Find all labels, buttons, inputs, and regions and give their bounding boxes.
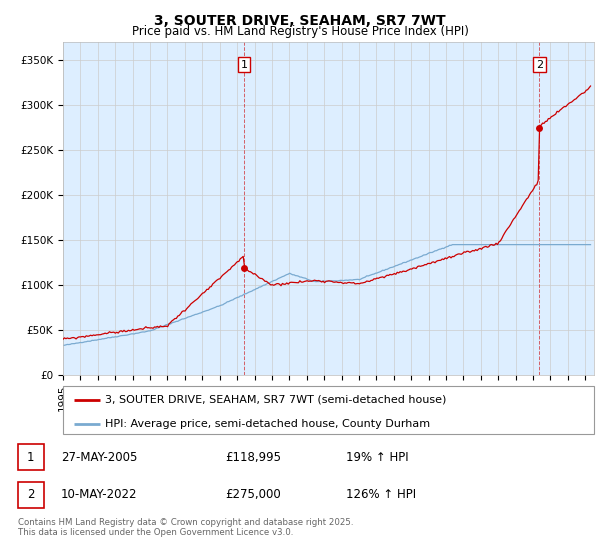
Text: £275,000: £275,000 bbox=[225, 488, 281, 501]
Text: Price paid vs. HM Land Registry's House Price Index (HPI): Price paid vs. HM Land Registry's House … bbox=[131, 25, 469, 38]
Text: £118,995: £118,995 bbox=[225, 451, 281, 464]
Text: 2: 2 bbox=[27, 488, 34, 501]
FancyBboxPatch shape bbox=[18, 445, 44, 470]
Text: 2: 2 bbox=[536, 59, 543, 69]
Text: 1: 1 bbox=[241, 59, 248, 69]
Text: 27-MAY-2005: 27-MAY-2005 bbox=[61, 451, 137, 464]
Text: 3, SOUTER DRIVE, SEAHAM, SR7 7WT: 3, SOUTER DRIVE, SEAHAM, SR7 7WT bbox=[154, 14, 446, 28]
Text: 3, SOUTER DRIVE, SEAHAM, SR7 7WT (semi-detached house): 3, SOUTER DRIVE, SEAHAM, SR7 7WT (semi-d… bbox=[106, 395, 447, 405]
FancyBboxPatch shape bbox=[18, 482, 44, 507]
Text: Contains HM Land Registry data © Crown copyright and database right 2025.
This d: Contains HM Land Registry data © Crown c… bbox=[18, 518, 353, 538]
FancyBboxPatch shape bbox=[63, 386, 594, 434]
Text: 1: 1 bbox=[27, 451, 34, 464]
Text: HPI: Average price, semi-detached house, County Durham: HPI: Average price, semi-detached house,… bbox=[106, 418, 431, 428]
Text: 19% ↑ HPI: 19% ↑ HPI bbox=[346, 451, 409, 464]
Text: 10-MAY-2022: 10-MAY-2022 bbox=[61, 488, 137, 501]
Text: 126% ↑ HPI: 126% ↑ HPI bbox=[346, 488, 416, 501]
